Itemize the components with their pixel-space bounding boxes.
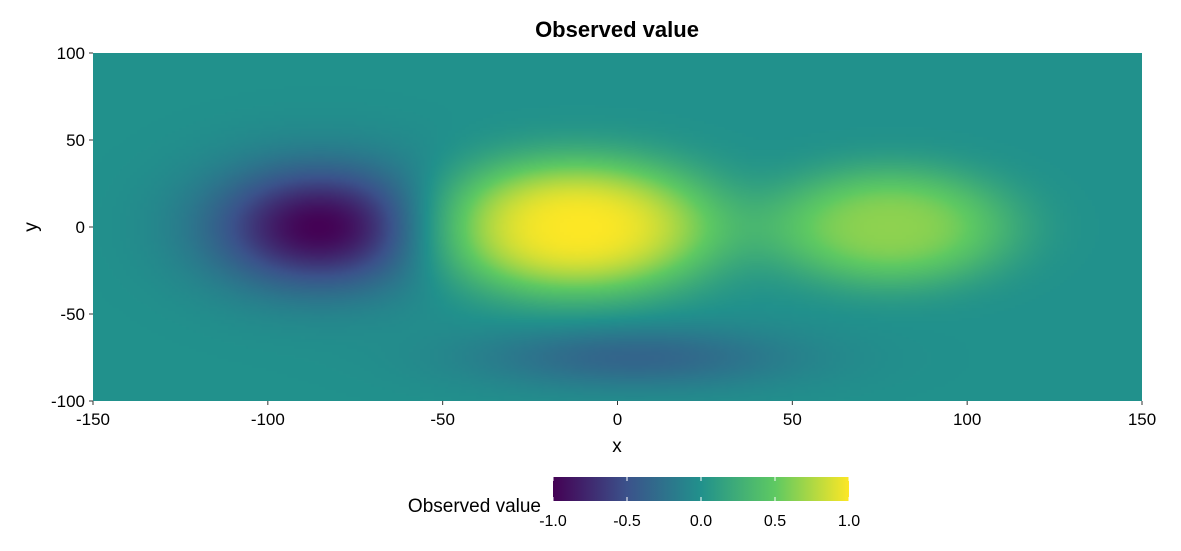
y-axis-title: y [21,222,42,232]
x-tick-label: -50 [430,410,455,429]
y-tick-label: 0 [76,218,85,237]
legend-title: Observed value [408,496,541,517]
x-tick-label: 150 [1128,410,1156,429]
x-tick-label: -150 [76,410,110,429]
x-tick-label: 0 [613,410,622,429]
legend-tick-label: -0.5 [613,513,641,530]
y-tick-label: 50 [66,131,85,150]
x-tick-label: -100 [251,410,285,429]
legend-ticks: -1.0 -0.5 0.0 0.5 1.0 [539,477,860,530]
heatmap-surface [93,53,1142,401]
legend-tick-label: 0.5 [764,513,786,530]
colorbar-legend: Observed value -1.0 -0.5 0.0 0.5 1.0 [408,477,860,530]
legend-tick-label: 0.0 [690,513,712,530]
x-axis-title: x [612,436,622,457]
x-tick-label: 100 [953,410,981,429]
legend-tick-label: 1.0 [838,513,860,530]
plot-area [93,53,1142,401]
legend-tick-label: -1.0 [539,513,567,530]
x-axis: -150 -100 -50 0 50 100 150 [76,401,1156,429]
y-axis: -100 -50 0 50 100 [51,44,93,411]
y-tick-label: -50 [60,305,85,324]
chart-title: Observed value [535,17,699,42]
y-tick-label: 100 [57,44,85,63]
y-tick-label: -100 [51,392,85,411]
x-tick-label: 50 [783,410,802,429]
